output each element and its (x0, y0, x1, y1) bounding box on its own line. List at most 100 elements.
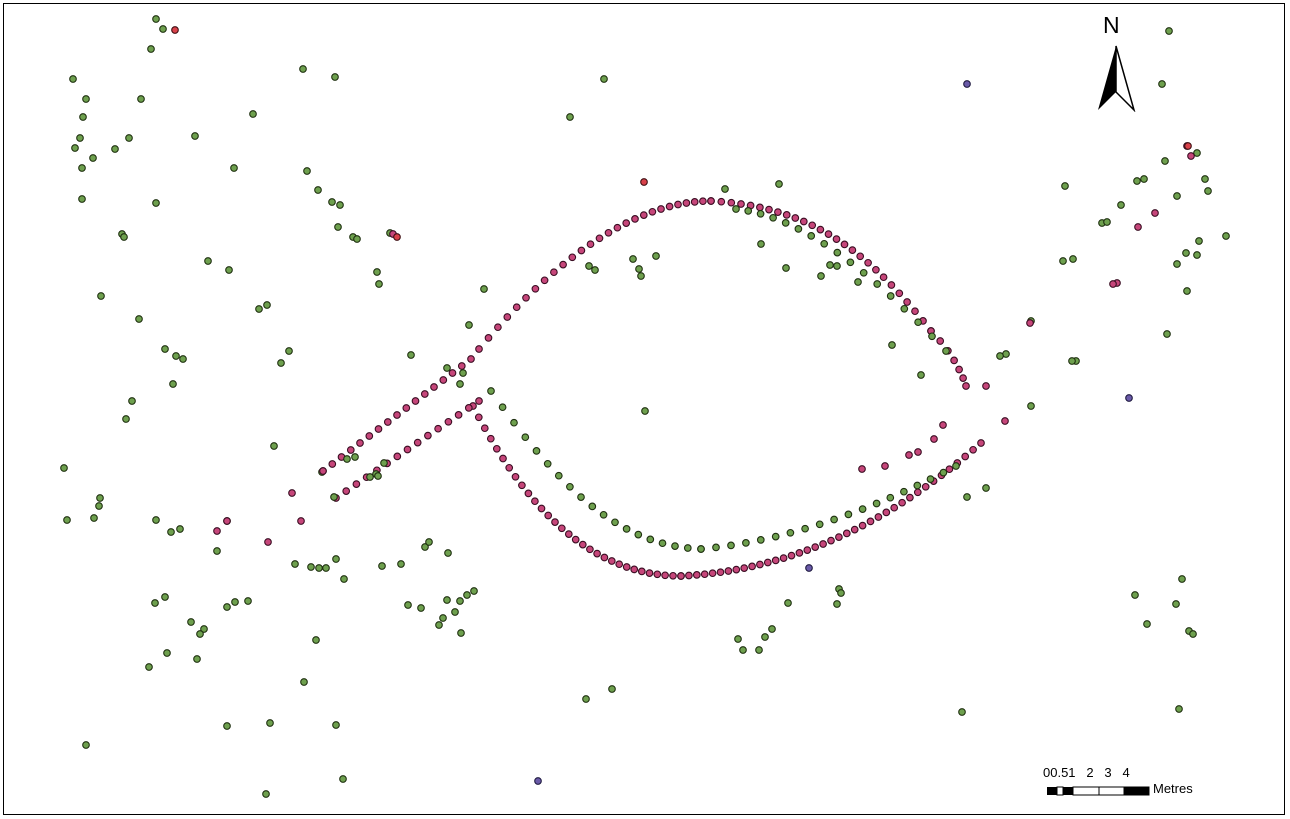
map-point-green (145, 663, 153, 671)
map-point-purple (534, 777, 542, 785)
map-point-green (807, 232, 816, 240)
map-point-pink (737, 200, 745, 208)
map-point-green (859, 268, 868, 277)
map-point-green (312, 636, 320, 644)
map-point-green (846, 258, 855, 267)
map-point-green (1161, 157, 1169, 165)
map-point-green (928, 332, 936, 341)
map-point-green (439, 614, 447, 622)
map-point-green (1204, 187, 1212, 195)
map-point-pink (748, 562, 756, 571)
map-point-pink (559, 260, 567, 269)
map-point-pink (959, 374, 967, 382)
map-point-green (830, 515, 838, 524)
map-point-green (193, 655, 201, 663)
map-point-green (826, 261, 834, 269)
map-point-green (451, 608, 459, 616)
map-point-green (820, 239, 829, 248)
map-point-pink (1001, 417, 1009, 425)
map-point-green (421, 543, 429, 551)
map-point-green (599, 510, 608, 519)
map-point-green (225, 266, 233, 274)
map-point-pink (779, 554, 788, 562)
map-point-pink (930, 435, 938, 443)
map-point-green (443, 364, 451, 372)
map-point-green (223, 603, 231, 611)
map-point-green (397, 560, 405, 568)
map-point-pink (685, 571, 693, 580)
map-point-green (332, 721, 340, 729)
map-point-green (1131, 591, 1139, 599)
map-point-green (1175, 705, 1183, 713)
map-point-pink (615, 560, 624, 569)
map-point-green (443, 596, 451, 604)
map-point-green (532, 447, 541, 455)
map-point-green (322, 564, 330, 572)
map-point-green (417, 604, 425, 612)
map-point-pink (674, 200, 682, 209)
map-point-green (328, 198, 336, 206)
map-point-pink (827, 536, 835, 545)
map-point-pink (595, 234, 604, 243)
map-point-pink (874, 513, 883, 521)
map-point-green (634, 530, 643, 539)
map-point-pink (740, 564, 749, 572)
map-point-green (71, 144, 79, 152)
map-point-green (608, 685, 616, 693)
map-point-pink (319, 467, 327, 475)
map-point-pink (653, 570, 662, 579)
map-point-green (858, 505, 867, 513)
map-point-pink (961, 452, 970, 461)
map-point-green (755, 646, 763, 654)
map-point-green (1165, 27, 1173, 35)
map-point-green (786, 528, 795, 537)
map-point-pink (474, 413, 483, 422)
map-point-green (982, 484, 990, 492)
map-point-green (782, 264, 790, 272)
map-point-green (744, 207, 753, 215)
map-point-green (554, 471, 563, 480)
map-point-pink (352, 480, 361, 488)
map-point-green (291, 560, 299, 568)
map-point-green (833, 600, 841, 608)
map-point-green (1061, 182, 1069, 190)
map-point-green (270, 442, 278, 450)
map-point-pink (531, 284, 540, 293)
map-point-purple (963, 80, 971, 88)
map-point-green (886, 493, 895, 502)
map-point-green (196, 630, 204, 638)
map-point-pink (213, 527, 221, 535)
map-point-green (231, 598, 239, 606)
map-point-pink (413, 438, 422, 447)
map-point-green (152, 516, 160, 524)
map-point-pink (524, 489, 533, 498)
map-point-green (577, 493, 585, 501)
map-point-pink (669, 571, 677, 580)
map-point-green (90, 514, 98, 522)
map-point-green (262, 790, 270, 798)
map-point-green (671, 542, 679, 550)
map-point-green (266, 719, 274, 727)
map-point-green (1068, 357, 1076, 365)
map-point-pink (756, 203, 764, 212)
map-point-pink (439, 376, 448, 384)
map-point-green (331, 73, 339, 81)
map-point-green (1178, 575, 1186, 583)
map-point-pink (791, 214, 800, 222)
map-point-green (407, 351, 415, 359)
map-point-pink (551, 518, 559, 526)
map-point-pink (906, 493, 914, 502)
scale-bar-labels: 00.51 2 3 4 (1043, 765, 1130, 780)
map-point-pink (856, 252, 865, 261)
map-point-pink (448, 369, 457, 377)
map-point-pink (402, 404, 411, 412)
map-point-purple (1125, 394, 1133, 402)
map-point-green (600, 75, 608, 83)
map-point-pink (864, 258, 872, 267)
map-point-pink (832, 235, 841, 243)
map-point-green (697, 545, 705, 553)
map-point-green (314, 186, 322, 194)
map-point-green (1222, 232, 1230, 240)
map-point-pink (799, 217, 808, 226)
map-point-pink (630, 565, 639, 574)
